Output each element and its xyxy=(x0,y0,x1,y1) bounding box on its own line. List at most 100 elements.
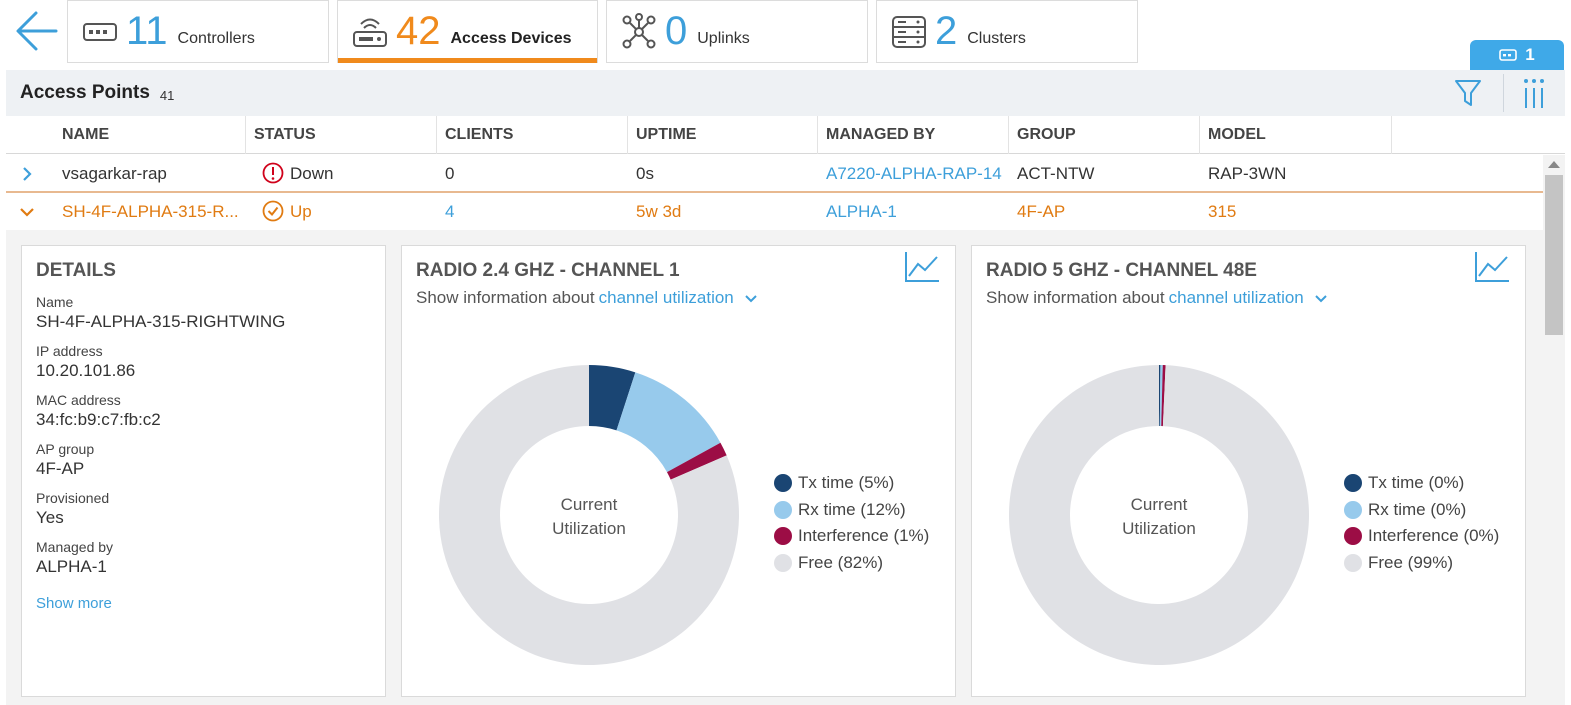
radio-5ghz-panel: RADIO 5 GHZ - CHANNEL 48E Show informati… xyxy=(971,245,1526,697)
chevron-down-icon[interactable] xyxy=(744,294,758,304)
radio-title: RADIO 5 GHZ - CHANNEL 48E xyxy=(986,260,1257,281)
detail-label: Name xyxy=(36,294,74,310)
tab-controllers[interactable]: 11 Controllers xyxy=(67,0,329,63)
tab-access-devices[interactable]: 42 Access Devices xyxy=(337,0,598,63)
donut-slice-rx xyxy=(616,372,721,473)
legend-swatch xyxy=(774,553,792,572)
legend-item-tx: Tx time (0%) xyxy=(1344,470,1499,497)
uplinks-icon xyxy=(619,12,659,52)
row-managed-by-link[interactable]: ALPHA-1 xyxy=(826,202,897,221)
status-down-icon xyxy=(262,162,284,184)
show-more-link[interactable]: Show more xyxy=(36,595,112,612)
chevron-right-icon[interactable] xyxy=(18,165,36,183)
legend-item-free: Free (82%) xyxy=(774,550,929,577)
table-row-expanded[interactable]: SH-4F-ALPHA-315-R... Up 4 5w 3d ALPHA-1 … xyxy=(6,193,1543,231)
row-clients-link[interactable]: 4 xyxy=(445,202,455,221)
radio-24ghz-panel: RADIO 2.4 GHZ - CHANNEL 1 Show informati… xyxy=(401,245,956,697)
badge-count: 1 xyxy=(1525,45,1535,64)
metric-dropdown[interactable]: channel utilization xyxy=(1168,288,1304,307)
utilization-donut-chart: Current Utilization xyxy=(439,365,739,665)
detail-value: 4F-AP xyxy=(36,459,85,478)
legend-label: Tx time (5%) xyxy=(798,473,895,493)
uplinks-label: Uplinks xyxy=(697,29,750,47)
back-arrow-icon[interactable] xyxy=(12,6,62,56)
column-header-group[interactable]: GROUP xyxy=(1009,116,1200,154)
trend-chart-icon[interactable] xyxy=(903,250,941,284)
legend-swatch xyxy=(1344,553,1362,572)
vertical-scrollbar[interactable] xyxy=(1543,155,1565,705)
row-model: RAP-3WN xyxy=(1208,164,1287,183)
legend-label: Free (99%) xyxy=(1368,552,1454,572)
device-icon xyxy=(1499,49,1518,61)
trend-chart-icon[interactable] xyxy=(1473,250,1511,284)
legend-item-interference: Interference (1%) xyxy=(774,523,929,550)
selected-device-badge[interactable]: 1 xyxy=(1470,40,1564,70)
row-managed-by-link[interactable]: A7220-ALPHA-RAP-14 xyxy=(826,164,1002,183)
detail-value: SH-4F-ALPHA-315-RIGHTWING xyxy=(36,312,286,331)
legend-item-rx: Rx time (12%) xyxy=(774,497,929,524)
row-uptime: 5w 3d xyxy=(636,202,682,221)
legend-swatch xyxy=(774,527,792,546)
donut-center-label: Utilization xyxy=(552,519,626,538)
donut-legend: Tx time (5%) Rx time (12%) Interference … xyxy=(774,470,929,576)
detail-label: MAC address xyxy=(36,392,121,408)
detail-label: Managed by xyxy=(36,539,114,555)
donut-center-label: Utilization xyxy=(1122,519,1196,538)
access-devices-count: 42 xyxy=(396,8,441,53)
detail-label: AP group xyxy=(36,441,95,457)
donut-center-label: Current xyxy=(561,495,618,514)
column-header-status[interactable]: STATUS xyxy=(246,116,437,154)
access-devices-label: Access Devices xyxy=(450,29,572,47)
detail-label: Provisioned xyxy=(36,490,110,506)
column-header-managed-by[interactable]: MANAGED BY xyxy=(818,116,1009,154)
show-info-row: Show information about channel utilizatio… xyxy=(416,288,941,308)
clusters-count: 2 xyxy=(935,8,958,53)
legend-swatch xyxy=(774,474,792,493)
scroll-up-arrow-icon[interactable] xyxy=(1548,161,1560,168)
donut-slice-free xyxy=(439,365,739,665)
row-clients: 0 xyxy=(445,164,455,183)
show-info-label: Show information about xyxy=(986,288,1165,307)
tab-clusters[interactable]: 2 Clusters xyxy=(876,0,1138,63)
legend-label: Rx time (12%) xyxy=(798,499,906,519)
details-panel: DETAILS Name SH-4F-ALPHA-315-RIGHTWING I… xyxy=(21,245,386,697)
status-up-icon xyxy=(262,200,284,222)
legend-swatch xyxy=(774,500,792,519)
donut-slice-tx xyxy=(1159,365,1161,427)
column-chooser-icon[interactable] xyxy=(1519,76,1549,110)
legend-label: Interference (0%) xyxy=(1368,526,1500,546)
donut-legend: Tx time (0%) Rx time (0%) Interference (… xyxy=(1344,470,1499,576)
donut-center-label: Current xyxy=(1131,495,1188,514)
column-header-name[interactable]: NAME xyxy=(54,116,246,154)
detail-value: Yes xyxy=(36,508,64,527)
metric-dropdown[interactable]: channel utilization xyxy=(598,288,734,307)
row-model: 315 xyxy=(1208,202,1237,221)
column-header-model[interactable]: MODEL xyxy=(1200,116,1392,154)
access-points-header: Access Points 41 xyxy=(6,70,1565,116)
chevron-down-icon[interactable] xyxy=(1314,294,1328,304)
column-header-uptime[interactable]: UPTIME xyxy=(628,116,818,154)
radio-title: RADIO 2.4 GHZ - CHANNEL 1 xyxy=(416,260,680,281)
column-header-clients[interactable]: CLIENTS xyxy=(437,116,628,154)
row-name: SH-4F-ALPHA-315-R... xyxy=(62,202,239,221)
legend-label: Free (82%) xyxy=(798,552,884,572)
controllers-count: 11 xyxy=(126,8,168,53)
legend-item-tx: Tx time (5%) xyxy=(774,470,929,497)
detail-value: 34:fc:b9:c7:fb:c2 xyxy=(36,410,161,429)
controllers-label: Controllers xyxy=(177,29,255,47)
filter-icon[interactable] xyxy=(1450,75,1486,111)
donut-slice-tx xyxy=(589,365,636,431)
tab-uplinks[interactable]: 0 Uplinks xyxy=(606,0,868,63)
details-title: DETAILS xyxy=(36,260,116,281)
legend-item-free: Free (99%) xyxy=(1344,550,1499,577)
clusters-icon xyxy=(889,12,929,52)
status-text: Down xyxy=(290,164,334,183)
access-device-icon xyxy=(350,12,390,52)
chevron-down-icon[interactable] xyxy=(18,203,36,221)
scroll-thumb[interactable] xyxy=(1545,175,1563,335)
legend-item-rx: Rx time (0%) xyxy=(1344,497,1499,524)
legend-label: Interference (1%) xyxy=(798,526,930,546)
legend-swatch xyxy=(1344,500,1362,519)
row-uptime: 0s xyxy=(636,164,654,183)
table-row[interactable]: vsagarkar-rap Down 0 0s A7220-ALPHA-RAP-… xyxy=(6,155,1543,193)
